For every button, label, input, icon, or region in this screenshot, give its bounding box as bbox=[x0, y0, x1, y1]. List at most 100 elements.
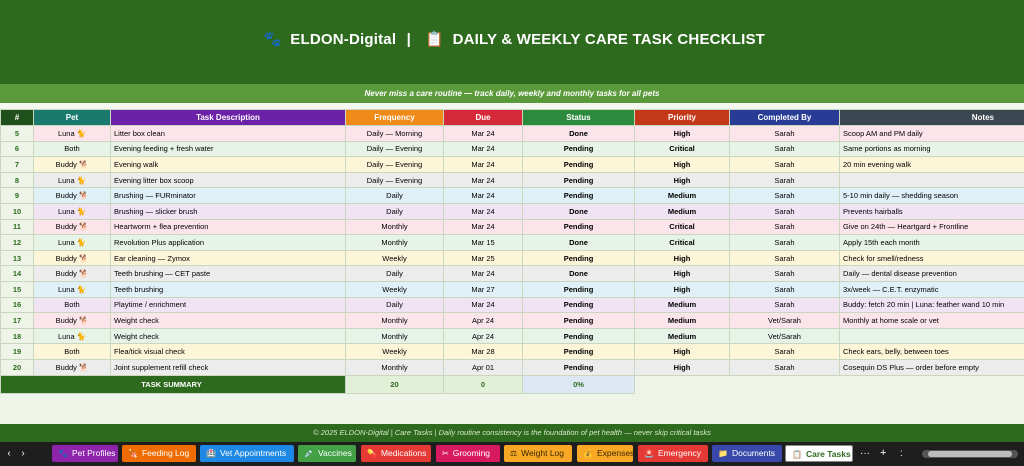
completed-by-cell[interactable]: Sarah bbox=[729, 234, 840, 251]
completed-by-cell[interactable]: Sarah bbox=[729, 171, 840, 189]
status-cell[interactable]: Pending bbox=[522, 280, 635, 298]
notes-cell[interactable]: 5-10 min daily — shedding season bbox=[839, 187, 1024, 204]
priority-cell[interactable]: High bbox=[634, 171, 730, 189]
pet-cell[interactable]: Luna 🐈 bbox=[33, 125, 111, 142]
due-cell[interactable]: Mar 24 bbox=[443, 125, 523, 142]
completed-by-cell[interactable]: Sarah bbox=[729, 140, 840, 158]
row-number-cell[interactable]: 5 bbox=[0, 125, 34, 142]
frequency-cell[interactable]: Monthly bbox=[345, 218, 444, 236]
completed-by-cell[interactable]: Sarah bbox=[729, 202, 840, 220]
col-header-task-description[interactable]: Task Description bbox=[110, 109, 346, 126]
pet-cell[interactable]: Luna 🐈 bbox=[33, 234, 111, 251]
notes-cell[interactable]: Scoop AM and PM daily bbox=[839, 125, 1024, 142]
notes-cell[interactable] bbox=[839, 327, 1024, 345]
add-sheet-button[interactable]: + bbox=[880, 447, 887, 459]
task-description-cell[interactable]: Litter box clean bbox=[110, 125, 346, 142]
tab-documents[interactable]: 📁 Documents bbox=[712, 445, 782, 462]
status-cell[interactable]: Done bbox=[522, 234, 635, 251]
summary-total[interactable]: 20 bbox=[345, 374, 444, 394]
pet-cell[interactable]: Luna 🐈 bbox=[33, 280, 111, 298]
due-cell[interactable]: Apr 01 bbox=[443, 358, 523, 376]
summary-done[interactable]: 0 bbox=[443, 374, 523, 394]
completed-by-cell[interactable]: Vet/Sarah bbox=[729, 327, 840, 345]
frequency-cell[interactable]: Monthly bbox=[345, 358, 444, 376]
row-number-cell[interactable]: 8 bbox=[0, 171, 34, 189]
due-cell[interactable]: Mar 24 bbox=[443, 202, 523, 220]
task-description-cell[interactable]: Teeth brushing bbox=[110, 280, 346, 298]
frequency-cell[interactable]: Daily — Morning bbox=[345, 125, 444, 142]
frequency-cell[interactable]: Daily bbox=[345, 187, 444, 204]
row-number-cell[interactable]: 11 bbox=[0, 218, 34, 236]
status-cell[interactable]: Pending bbox=[522, 156, 635, 173]
col-header-num[interactable]: # bbox=[0, 109, 34, 126]
status-cell[interactable]: Pending bbox=[522, 249, 635, 267]
row-number-cell[interactable]: 13 bbox=[0, 249, 34, 267]
task-description-cell[interactable]: Ear cleaning — Zymox bbox=[110, 249, 346, 267]
frequency-cell[interactable]: Daily bbox=[345, 265, 444, 282]
row-number-cell[interactable]: 14 bbox=[0, 265, 34, 282]
completed-by-cell[interactable]: Sarah bbox=[729, 156, 840, 173]
tab-scroll-right-button[interactable]: › bbox=[21, 448, 25, 459]
pet-cell[interactable]: Luna 🐈 bbox=[33, 171, 111, 189]
task-description-cell[interactable]: Evening litter box scoop bbox=[110, 171, 346, 189]
status-cell[interactable]: Pending bbox=[522, 327, 635, 345]
frequency-cell[interactable]: Daily — Evening bbox=[345, 156, 444, 173]
pet-cell[interactable]: Both bbox=[33, 343, 111, 360]
notes-cell[interactable]: 3x/week — C.E.T. enzymatic bbox=[839, 280, 1024, 298]
notes-cell[interactable]: Apply 15th each month bbox=[839, 234, 1024, 251]
task-description-cell[interactable]: Evening walk bbox=[110, 156, 346, 173]
row-number-cell[interactable]: 9 bbox=[0, 187, 34, 204]
task-description-cell[interactable]: Weight check bbox=[110, 327, 346, 345]
notes-cell[interactable]: Monthly at home scale or vet bbox=[839, 312, 1024, 329]
row-number-cell[interactable]: 12 bbox=[0, 234, 34, 251]
notes-cell[interactable] bbox=[839, 171, 1024, 189]
due-cell[interactable]: Apr 24 bbox=[443, 312, 523, 329]
pet-cell[interactable]: Buddy 🐕 bbox=[33, 249, 111, 267]
completed-by-cell[interactable]: Sarah bbox=[729, 280, 840, 298]
completed-by-cell[interactable]: Vet/Sarah bbox=[729, 312, 840, 329]
priority-cell[interactable]: High bbox=[634, 249, 730, 267]
priority-cell[interactable]: Medium bbox=[634, 187, 730, 204]
status-cell[interactable]: Pending bbox=[522, 343, 635, 360]
frequency-cell[interactable]: Daily — Evening bbox=[345, 140, 444, 158]
more-tabs-button[interactable]: ··· bbox=[860, 448, 870, 459]
due-cell[interactable]: Mar 15 bbox=[443, 234, 523, 251]
tab-feeding-log[interactable]: 🍖 Feeding Log bbox=[122, 445, 196, 462]
notes-cell[interactable]: Prevents hairballs bbox=[839, 202, 1024, 220]
pet-cell[interactable]: Buddy 🐕 bbox=[33, 358, 111, 376]
task-description-cell[interactable]: Brushing — FURminator bbox=[110, 187, 346, 204]
frequency-cell[interactable]: Monthly bbox=[345, 312, 444, 329]
tab-grooming[interactable]: ✂ Grooming bbox=[436, 445, 500, 462]
status-cell[interactable]: Done bbox=[522, 202, 635, 220]
priority-cell[interactable]: High bbox=[634, 280, 730, 298]
status-cell[interactable]: Pending bbox=[522, 171, 635, 189]
pet-cell[interactable]: Buddy 🐕 bbox=[33, 156, 111, 173]
pet-cell[interactable]: Buddy 🐕 bbox=[33, 265, 111, 282]
due-cell[interactable]: Mar 28 bbox=[443, 343, 523, 360]
pet-cell[interactable]: Both bbox=[33, 296, 111, 314]
status-cell[interactable]: Pending bbox=[522, 296, 635, 314]
horizontal-scrollbar[interactable] bbox=[922, 450, 1018, 458]
due-cell[interactable]: Mar 24 bbox=[443, 156, 523, 173]
frequency-cell[interactable]: Daily bbox=[345, 202, 444, 220]
row-number-cell[interactable]: 15 bbox=[0, 280, 34, 298]
completed-by-cell[interactable]: Sarah bbox=[729, 265, 840, 282]
priority-cell[interactable]: Critical bbox=[634, 218, 730, 236]
col-header-frequency[interactable]: Frequency bbox=[345, 109, 444, 126]
row-number-cell[interactable]: 7 bbox=[0, 156, 34, 173]
pet-cell[interactable]: Buddy 🐕 bbox=[33, 218, 111, 236]
completed-by-cell[interactable]: Sarah bbox=[729, 125, 840, 142]
status-cell[interactable]: Pending bbox=[522, 187, 635, 204]
priority-cell[interactable]: Medium bbox=[634, 327, 730, 345]
priority-cell[interactable]: Critical bbox=[634, 234, 730, 251]
priority-cell[interactable]: High bbox=[634, 265, 730, 282]
completed-by-cell[interactable]: Sarah bbox=[729, 218, 840, 236]
row-number-cell[interactable]: 18 bbox=[0, 327, 34, 345]
task-description-cell[interactable]: Heartworm + flea prevention bbox=[110, 218, 346, 236]
due-cell[interactable]: Mar 24 bbox=[443, 140, 523, 158]
notes-cell[interactable]: Check for smell/redness bbox=[839, 249, 1024, 267]
task-description-cell[interactable]: Playtime / enrichment bbox=[110, 296, 346, 314]
task-description-cell[interactable]: Revolution Plus application bbox=[110, 234, 346, 251]
frequency-cell[interactable]: Weekly bbox=[345, 249, 444, 267]
priority-cell[interactable]: Medium bbox=[634, 296, 730, 314]
